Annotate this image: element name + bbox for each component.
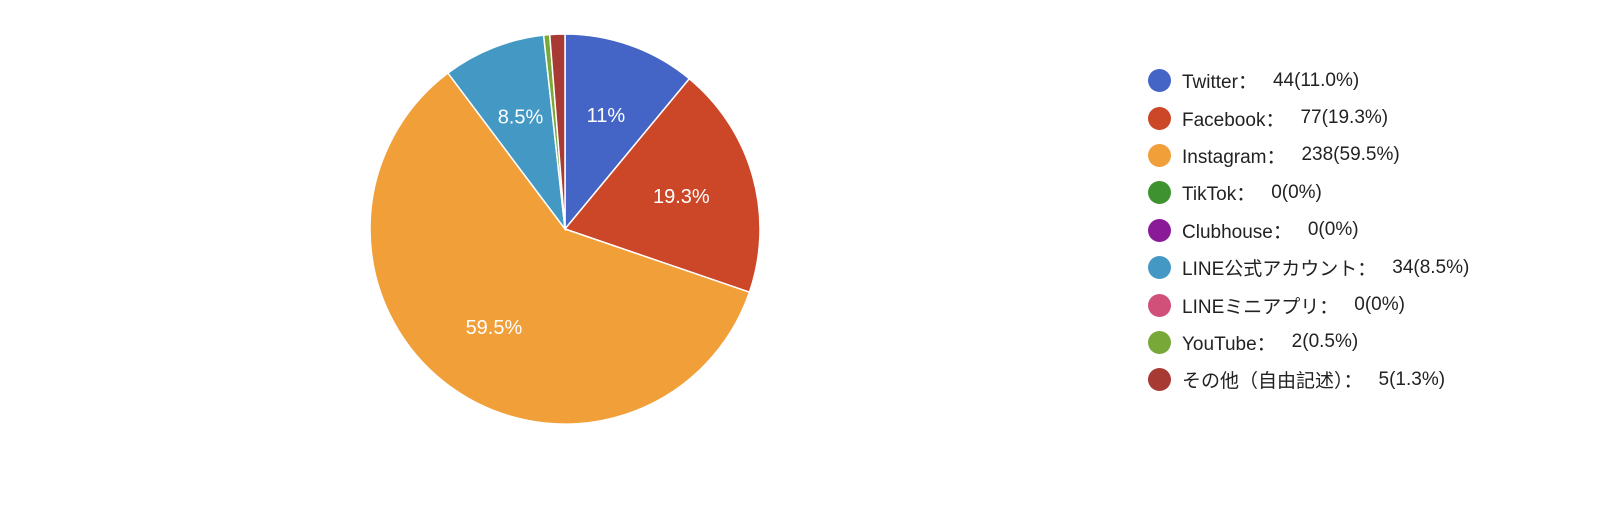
legend-item: その他（自由記述）： 5(1.3%): [1148, 361, 1469, 398]
legend-label: LINEミニアプリ：: [1182, 296, 1339, 318]
pie-slice-8: [548, 33, 566, 230]
legend-label: Facebook：: [1182, 109, 1285, 131]
legend-swatch: [1148, 368, 1171, 392]
legend-swatch: [1148, 181, 1171, 205]
pie-slice-0: [564, 33, 691, 232]
legend-item: LINEミニアプリ： 0(0%): [1148, 286, 1469, 323]
legend-item: LINE公式アカウント： 34(8.5%): [1148, 249, 1469, 286]
legend-value: 2(0.5%): [1291, 331, 1359, 353]
pie-slice-2: [369, 72, 751, 425]
slice-label-2: 59.5%: [466, 317, 523, 339]
legend-label: YouTube：: [1182, 333, 1276, 355]
slice-label-5: 8.5%: [498, 107, 544, 129]
legend-swatch: [1148, 256, 1171, 280]
legend-item: Clubhouse： 0(0%): [1148, 212, 1469, 249]
legend-value: 5(1.3%): [1378, 368, 1446, 390]
legend-swatch: [1148, 143, 1171, 167]
legend-label: Twitter：: [1182, 72, 1257, 94]
legend-swatch: [1148, 218, 1171, 242]
slice-label-1: 19.3%: [653, 186, 710, 208]
legend-label: LINE公式アカウント：: [1182, 259, 1377, 281]
legend-value: 0(0%): [1354, 294, 1405, 316]
legend-label: Instagram：: [1182, 146, 1286, 168]
legend-value: 0(0%): [1307, 219, 1359, 241]
legend-value: 34(8.5%): [1392, 256, 1470, 278]
legend-item: Twitter： 44(11.0%): [1148, 62, 1469, 99]
legend-value: 44(11.0%): [1272, 69, 1360, 91]
slice-label-0: 11%: [587, 105, 626, 127]
legend-swatch: [1148, 69, 1171, 93]
legend-value: 0(0%): [1271, 181, 1322, 203]
legend-value: 77(19.3%): [1300, 107, 1389, 129]
legend-label: Clubhouse：: [1182, 221, 1292, 243]
legend-item: TikTok： 0(0%): [1148, 174, 1469, 211]
legend: Twitter： 44(11.0%) Facebook： 77(19.3%) Insta…: [1148, 62, 1469, 399]
legend-item: Instagram： 238(59.5%): [1148, 137, 1469, 174]
legend-value: 238(59.5%): [1301, 144, 1400, 166]
pie-slice-1: [563, 77, 761, 294]
legend-swatch: [1148, 293, 1171, 317]
legend-item: Facebook： 77(19.3%): [1148, 99, 1469, 136]
legend-label: TikTok：: [1182, 184, 1256, 206]
legend-item: YouTube： 2(0.5%): [1148, 324, 1469, 361]
legend-swatch: [1148, 106, 1171, 130]
legend-swatch: [1148, 330, 1171, 354]
legend-label: その他（自由記述）：: [1182, 371, 1363, 393]
pie-slice-5: [446, 34, 567, 232]
